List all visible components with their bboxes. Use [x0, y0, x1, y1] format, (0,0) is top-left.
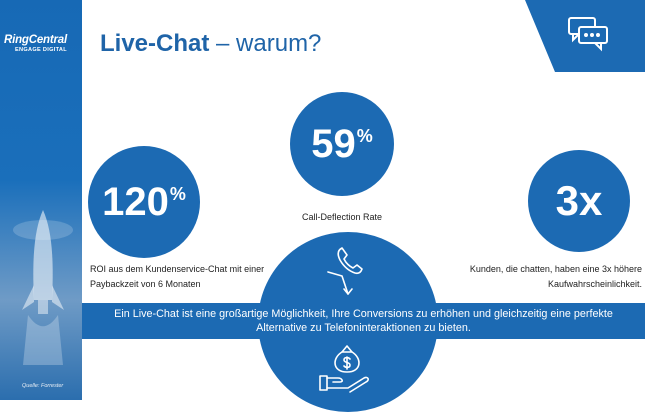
chat-bubbles-icon [568, 17, 608, 52]
source-note: Quelle: Forrester [22, 383, 64, 389]
rocket-illustration [13, 210, 73, 365]
money-bag-hand-icon [319, 345, 369, 393]
stat-label-3x: Kunden, die chatten, haben eine 3x höher… [469, 264, 642, 289]
title-bold: Live-Chat [100, 30, 210, 57]
brand-name: RingCentral [4, 34, 67, 46]
stat-circle-120: 120% [88, 146, 200, 258]
stat-value: 120% [102, 179, 186, 224]
stat-value: 59% [311, 121, 373, 166]
page-title: Live-Chat – warum? [100, 30, 321, 58]
sidebar: RingCentral ENGAGE DIGITAL Quelle: Forre… [0, 0, 82, 400]
brand-tagline: ENGAGE DIGITAL [15, 47, 67, 53]
stat-label-120: ROI aus dem Kundenservice-Chat mit einer… [90, 264, 265, 289]
banner-text: Ein Live-Chat ist eine großartige Möglic… [114, 308, 613, 334]
title-rest: – warum? [209, 30, 322, 57]
corner-badge [525, 0, 645, 72]
info-banner: Ein Live-Chat ist eine großartige Möglic… [82, 303, 645, 339]
brand-logo: RingCentral ENGAGE DIGITAL [4, 34, 67, 53]
stat-circle-3x: 3x [528, 150, 630, 252]
stat-circle-59: 59% [290, 92, 394, 196]
stat-value: 3x [555, 177, 603, 224]
stat-label-59: Call-Deflection Rate [302, 212, 383, 222]
phone-deflect-icon [327, 247, 363, 295]
